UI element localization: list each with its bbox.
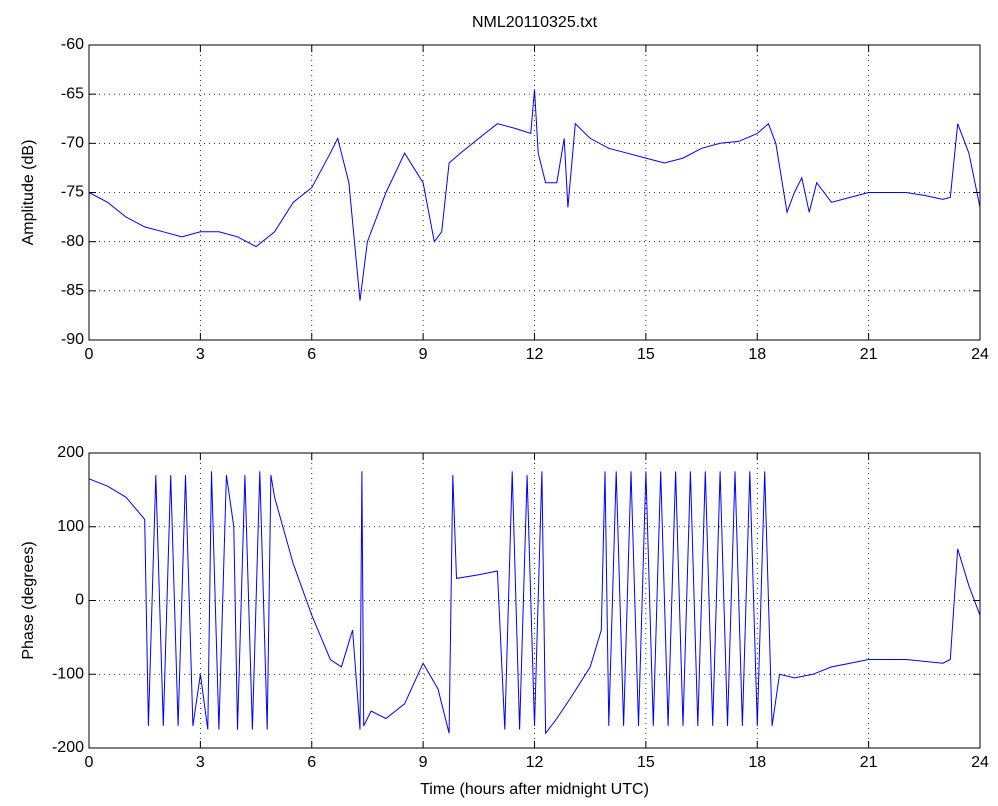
- x-axis-label: Time (hours after midnight UTC): [420, 781, 649, 798]
- data-line: [88, 471, 981, 735]
- x-tick-label: 3: [196, 754, 205, 771]
- x-tick-label: 0: [85, 346, 94, 363]
- y-tick-label: -85: [61, 282, 84, 299]
- y-tick-label: 100: [57, 518, 84, 535]
- x-tick-label: 21: [860, 754, 878, 771]
- y-tick-label: -80: [61, 233, 84, 250]
- x-tick-label: 21: [860, 346, 878, 363]
- y-tick-label: -100: [52, 665, 84, 682]
- x-tick-label: 6: [307, 754, 316, 771]
- x-tick-label: 18: [748, 346, 766, 363]
- x-tick-label: 18: [748, 754, 766, 771]
- y-tick-label: 0: [75, 592, 84, 609]
- axes-box: [88, 44, 981, 341]
- x-tick-label: 6: [307, 346, 316, 363]
- x-tick-label: 15: [637, 754, 655, 771]
- y-tick-label: -60: [61, 36, 84, 53]
- x-tick-label: 0: [85, 754, 94, 771]
- y-tick-label: -90: [61, 331, 84, 348]
- x-tick-label: 15: [637, 346, 655, 363]
- chart-title: NML20110325.txt: [472, 14, 598, 31]
- y-tick-label: -70: [61, 135, 84, 152]
- y-tick-label: -75: [61, 184, 84, 201]
- x-tick-label: 24: [971, 754, 989, 771]
- y-tick-label: 200: [57, 444, 84, 461]
- x-tick-label: 9: [419, 754, 428, 771]
- x-tick-label: 3: [196, 346, 205, 363]
- x-tick-label: 24: [971, 346, 989, 363]
- x-tick-label: 12: [526, 346, 544, 363]
- data-line: [88, 89, 981, 301]
- y-axis-label: Amplitude (dB): [20, 140, 37, 246]
- y-axis-label: Phase (degrees): [20, 541, 37, 659]
- x-tick-label: 9: [419, 346, 428, 363]
- y-tick-label: -200: [52, 739, 84, 756]
- x-tick-label: 12: [526, 754, 544, 771]
- y-tick-label: -65: [61, 85, 84, 102]
- axes-box: [88, 452, 981, 749]
